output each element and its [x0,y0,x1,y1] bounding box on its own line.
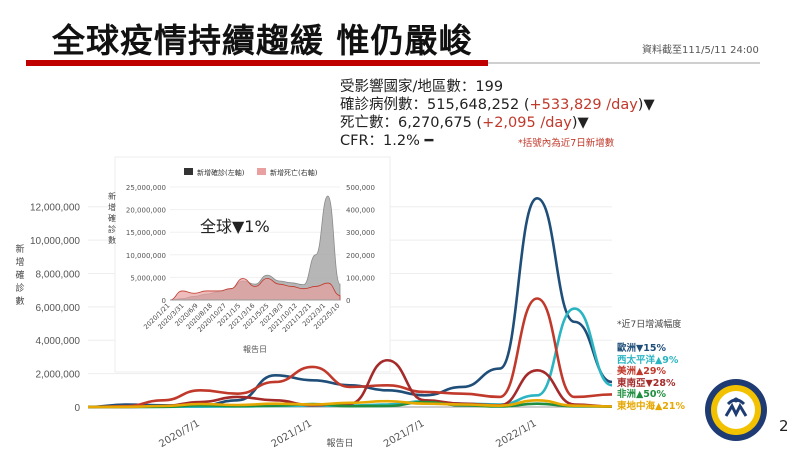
inset-y-tick-left: 5,000,000 [130,274,166,282]
confirmed-cases-label: 確診病例數：515,648,252 ( [340,97,530,113]
legend-note: *近7日增減幅度 [617,320,682,330]
y-tick-label: 4,000,000 [36,336,81,347]
ministry-logo [705,379,767,441]
affected-countries: 受影響國家/地區數：199 [340,79,504,95]
region-legend-item: 西太平洋▲9% [617,354,679,366]
x-tick-label: 2021/7/1 [382,418,426,450]
inset-panel [114,156,391,373]
y-tick-label: 0 [74,403,80,414]
inset-y-tick-left: 0 [162,297,166,305]
x-tick-label: 2020/7/1 [157,418,201,450]
region-legend-item: 美洲▲29% [617,366,667,377]
inset-y-axis-label: 確 [108,213,116,223]
region-legend-item: 歐洲▼15% [617,343,667,354]
inset-y-axis-label: 診 [108,224,116,234]
inset-y-tick-right: 0 [346,297,350,305]
deaths-label: 死亡數：6,270,675 ( [340,115,483,131]
data-date-note: 資料截至111/5/11 24:00 [642,45,759,56]
inset-y-axis-label: 數 [108,235,116,245]
cfr: CFR：1.2% ━ [340,133,434,149]
region-legend-item: 東地中海▲21% [617,400,686,412]
y-axis-label: 數 [15,295,24,307]
confirmed-cases: 確診病例數：515,648,252 (+533,829 /day)▼ [340,96,655,114]
stats-block: 受影響國家/地區數：199 確診病例數：515,648,252 (+533,82… [340,78,655,150]
y-tick-label: 10,000,000 [30,236,80,247]
deaths-suffix: )▼ [571,115,589,131]
inset-y-tick-right: 100,000 [346,274,375,282]
inset-legend-deaths: 新增死亡(右軸) [270,168,318,177]
series-line-東地中海 [87,399,613,409]
deaths-daily: +2,095 /day [482,115,572,131]
inset-x-axis-label: 報告日 [243,344,267,354]
page-number: 2 [779,417,789,435]
y-axis-label: 確 [15,269,24,281]
x-axis-label: 報告日 [326,437,353,449]
inset-y-tick-left: 25,000,000 [126,184,166,192]
inset-y-tick-right: 300,000 [346,229,375,237]
divider-line [488,62,760,64]
inset-y-tick-right: 500,000 [346,184,375,192]
inset-y-axis-label: 新 [108,191,116,201]
inset-y-tick-left: 20,000,000 [126,207,166,215]
deaths: 死亡數：6,270,675 (+2,095 /day)▼ [340,114,655,132]
y-tick-label: 12,000,000 [30,203,80,214]
y-tick-label: 2,000,000 [36,370,81,381]
confirmed-cases-daily: +533,829 /day [529,97,638,113]
inset-area-series [169,278,341,301]
region-legend-item: 非洲▲50% [617,389,667,400]
y-tick-label: 6,000,000 [36,303,81,314]
x-tick-label: 2021/1/1 [270,418,314,450]
stats-footnote: *括號內為近7日新增數 [518,138,615,149]
page-title: 全球疫情持續趨緩 惟仍嚴峻 [52,21,473,60]
confirmed-cases-suffix: )▼ [637,97,655,113]
x-tick-label: 2022/1/1 [494,418,538,450]
y-axis-label: 診 [15,282,24,294]
inset-legend-swatch-cases [184,168,193,175]
y-axis-label: 增 [15,256,24,268]
y-tick-label: 8,000,000 [36,269,81,280]
inset-title: 全球▼1% [200,217,270,236]
series-line-美洲 [87,297,613,409]
inset-legend-cases: 新增確診(左軸) [197,168,245,177]
inset-y-tick-right: 400,000 [346,207,375,215]
title-underline [26,60,488,66]
inset-y-tick-left: 10,000,000 [126,252,166,260]
region-legend-item: 東南亞▼28% [617,377,676,389]
inset-y-tick-left: 15,000,000 [126,229,166,237]
inset-y-tick-right: 200,000 [346,252,375,260]
y-axis-label: 新 [15,243,24,255]
inset-legend-swatch-deaths [257,168,266,175]
inset-y-axis-label: 增 [108,202,116,212]
